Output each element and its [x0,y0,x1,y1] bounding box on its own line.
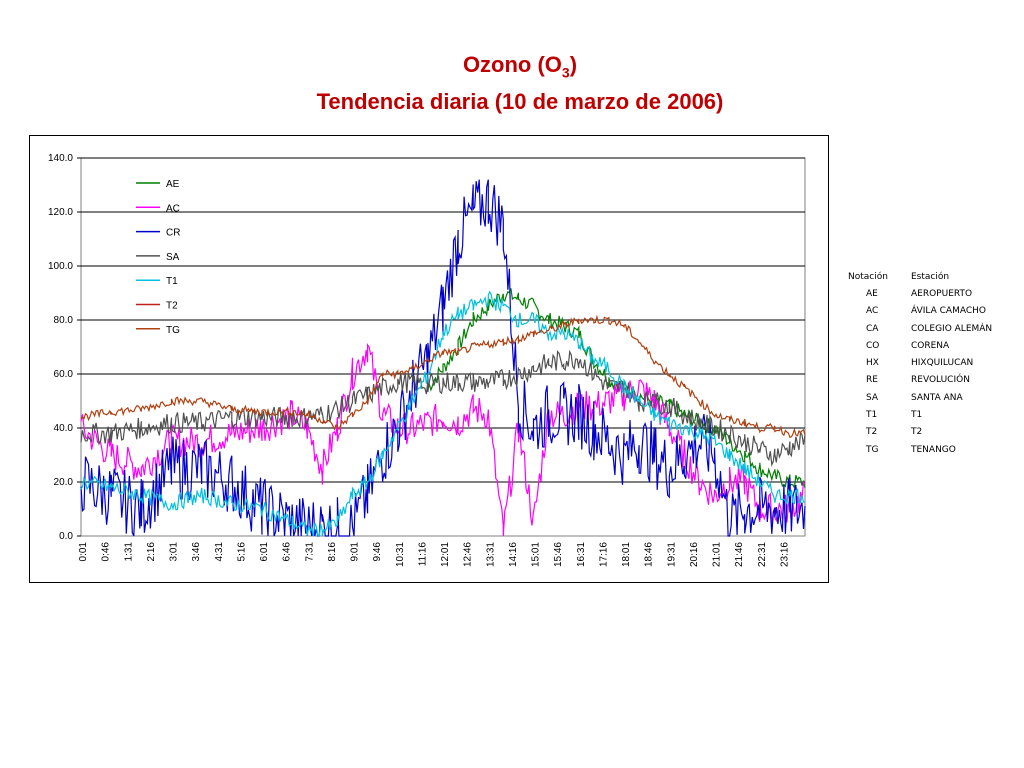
station-name: AEROPUERTO [911,288,973,299]
station-name: TENANGO [911,444,956,455]
x-tick-label: 4:31 [214,542,225,562]
station-name: T2 [911,427,923,438]
legend-label-ac: AC [166,203,180,214]
table-row: TG TENANGO [848,441,992,458]
table-row: T1 T1 [848,406,992,423]
x-tick-label: 3:46 [191,542,202,562]
x-tick-label: 0:01 [78,542,89,562]
x-tick-label: 9:01 [350,542,361,562]
x-tick-label: 19:31 [666,542,677,567]
y-tick-label: 60.0 [54,369,74,380]
y-tick-label: 140.0 [48,153,73,164]
x-tick-label: 6:46 [282,542,293,562]
station-code: RE [866,375,878,386]
x-tick-label: 9:46 [372,542,383,562]
x-tick-label: 14:16 [508,542,519,567]
x-tick-label: 17:16 [598,542,609,567]
chart-area: 0.0 20.0 40.0 60.0 80.0 100.0 120.0 140.0 0:01 0:… [29,135,829,583]
series-line-sa [80,349,806,467]
x-tick-label: 2:16 [146,542,157,562]
x-tick-label: 7:31 [304,542,315,562]
legend-label-tg: TG [166,325,180,336]
table-row: RE REVOLUCIÓN [848,372,992,389]
station-code: CO [866,340,880,351]
y-tick-label: 40.0 [54,423,74,434]
x-tick-label: 12:01 [440,542,451,567]
x-tick-label: 5:16 [236,542,247,562]
station-name: REVOLUCIÓN [911,375,970,386]
table-row: T2 T2 [848,424,992,441]
station-code: AE [866,288,878,299]
plot-area [80,157,806,537]
station-name: COLEGIO ALEMÁN [911,323,993,334]
legend-label-t2: T2 [166,301,178,312]
y-tick-label: 0.0 [59,531,73,542]
legend-label-cr: CR [166,228,180,239]
title-suffix: ) [569,52,578,77]
station-code: T1 [866,410,878,421]
chart-title: Ozono (O3) Tendencia diaria (10 de marzo… [150,50,890,117]
y-tick-label: 20.0 [54,477,74,488]
x-tick-label: 15:01 [531,542,542,567]
station-code: CA [866,323,879,334]
legend-label-ae: AE [166,179,180,190]
title-text: Ozono (O [462,52,562,77]
x-tick-label: 10:31 [395,542,406,567]
x-tick-label: 16:31 [576,542,587,567]
station-name: HIXQUILUCAN [911,358,974,369]
table-row: CO CORENA [848,337,992,354]
x-tick-label: 23:16 [779,542,790,567]
station-code: T2 [866,427,878,438]
header-station: Estación [911,271,950,282]
table-row: HX HIXQUILUCAN [848,354,992,371]
y-tick-label: 100.0 [48,261,73,272]
x-tick-label: 18:46 [644,542,655,567]
x-tick-label: 22:31 [757,542,768,567]
title-subscript: 3 [561,64,570,81]
series-line-t1 [80,290,806,537]
station-name: ÁVILA CAMACHO [911,306,986,317]
x-tick-label: 11:16 [417,542,428,567]
station-code: AC [866,306,879,317]
station-legend-table: Notación Estación AE AEROPUERTO AC ÁVILA C… [848,268,992,458]
table-row: AE AEROPUERTO [848,285,992,302]
ozone-line-chart: 0.0 20.0 40.0 60.0 80.0 100.0 120.0 140.0 0:01 0:… [48,153,806,567]
x-tick-label: 13:31 [485,542,496,567]
station-code: SA [866,392,879,403]
x-tick-label: 21:01 [712,542,723,567]
x-tick-label: 0:46 [101,542,112,562]
title-line-2: Tendencia diaria (10 de marzo de 2006) [316,89,724,115]
x-tick-label: 8:16 [327,542,338,562]
station-code: TG [866,444,879,455]
x-tick-label: 20:16 [689,542,700,567]
header-notation: Notación [848,271,888,282]
title-line-1: Ozono (O3) [150,50,890,87]
x-tick-label: 21:46 [734,542,745,567]
legend-label-t1: T1 [166,276,178,287]
x-tick-label: 3:01 [169,542,180,562]
table-row: SA SANTA ANA [848,389,992,406]
y-tick-label: 80.0 [54,315,74,326]
station-table-header: Notación Estación [848,268,992,285]
station-code: HX [866,358,879,369]
series-line-cr [80,179,806,537]
y-tick-label: 120.0 [48,207,73,218]
station-name: T1 [911,410,923,421]
table-row: AC ÁVILA CAMACHO [848,303,992,320]
series-line-tg [80,314,806,439]
x-tick-label: 1:31 [123,542,134,562]
x-tick-label: 15:46 [553,542,564,567]
station-name: CORENA [911,340,950,351]
x-tick-label: 6:01 [259,542,270,562]
x-tick-label: 12:46 [463,542,474,567]
station-name: SANTA ANA [911,392,963,403]
legend-label-sa: SA [166,252,180,263]
table-row: CA COLEGIO ALEMÁN [848,320,992,337]
x-tick-label: 18:01 [621,542,632,567]
